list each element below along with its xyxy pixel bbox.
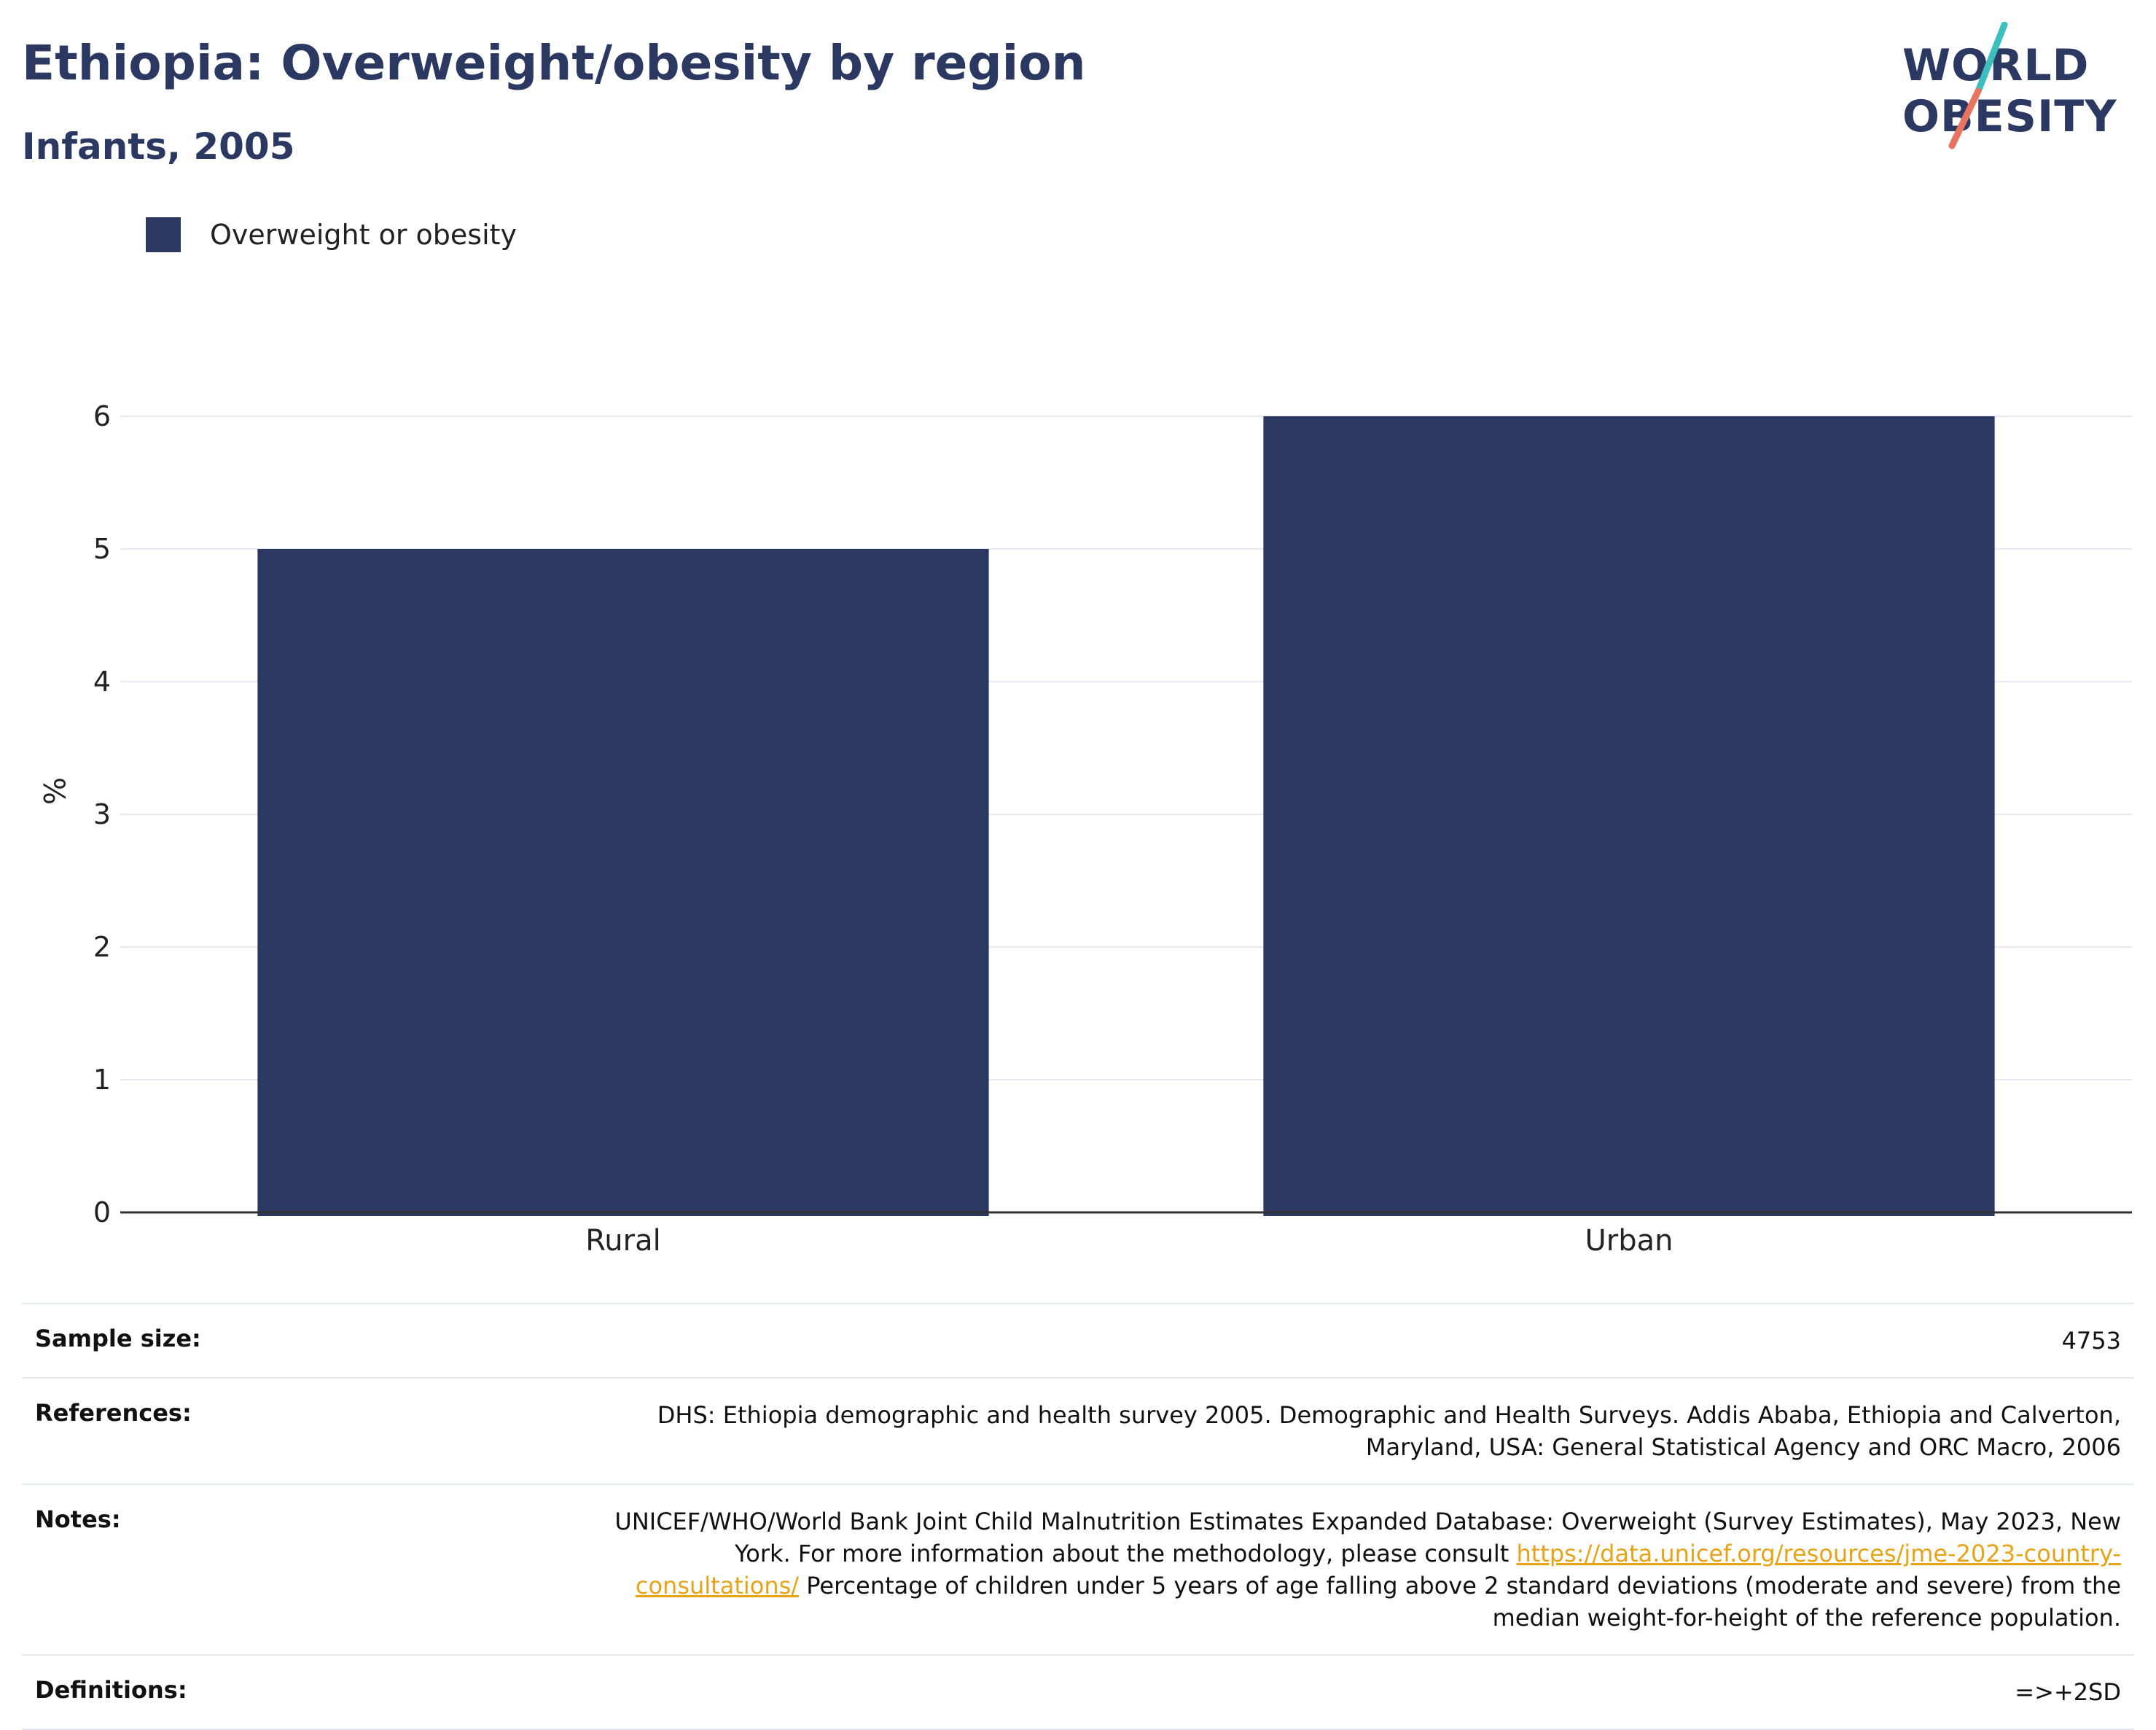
chart-title: Ethiopia: Overweight/obesity by region <box>22 35 1086 91</box>
notes-label: Notes: <box>35 1505 121 1533</box>
y-tick-label-6: 6 <box>93 400 111 432</box>
legend-swatch <box>146 217 181 252</box>
notes-text-1: UNICEF/WHO/World Bank Joint Child Malnut… <box>614 1508 2121 1567</box>
y-axis-label: % <box>36 777 70 805</box>
notes-link[interactable]: https://data.unicef.org/resources/jme-20… <box>635 1540 2121 1600</box>
notes-value: UNICEF/WHO/World Bank Joint Child Malnut… <box>590 1505 2121 1634</box>
y-tick-labels: 0 1 2 3 4 5 6 <box>93 400 111 1228</box>
x-tick-label-rural: Rural <box>585 1224 660 1258</box>
logo-slash-icon <box>1948 22 2008 149</box>
bar-chart: 0 1 2 3 4 5 6 Rural Urban % <box>36 400 2132 1258</box>
metadata-table: Sample size: 4753 References: DHS: Ethio… <box>22 1303 2134 1730</box>
notes-text-2: Percentage of children under 5 years of … <box>799 1572 2121 1632</box>
sample-size-value: 4753 <box>2061 1327 2121 1355</box>
notes-row: Notes: UNICEF/WHO/World Bank Joint Child… <box>22 1484 2134 1654</box>
sample-size-row: Sample size: 4753 <box>22 1303 2134 1377</box>
sample-size-label: Sample size: <box>35 1325 201 1352</box>
logo-word-obesity: OBESITY <box>1902 91 2117 142</box>
references-value: DHS: Ethiopia demographic and health sur… <box>657 1401 2121 1461</box>
y-tick-label-4: 4 <box>93 666 111 698</box>
y-tick-label-5: 5 <box>93 533 111 565</box>
definitions-value: =>+2SD <box>2015 1678 2121 1706</box>
x-tick-labels: Rural Urban <box>585 1224 1673 1258</box>
bar-rural[interactable] <box>257 549 989 1216</box>
bars <box>257 416 1995 1216</box>
references-label: References: <box>35 1399 192 1427</box>
y-tick-label-3: 3 <box>93 798 111 830</box>
y-tick-label-2: 2 <box>93 931 111 963</box>
y-tick-label-1: 1 <box>93 1064 111 1096</box>
definitions-label: Definitions: <box>35 1676 187 1704</box>
y-tick-label-0: 0 <box>93 1196 111 1228</box>
definitions-row: Definitions: =>+2SD <box>22 1654 2134 1730</box>
references-row: References: DHS: Ethiopia demographic an… <box>22 1377 2134 1484</box>
chart-subtitle: Infants, 2005 <box>22 125 295 168</box>
bar-urban[interactable] <box>1263 416 1995 1216</box>
chart-legend[interactable]: Overweight or obesity <box>146 217 517 252</box>
x-tick-label-urban: Urban <box>1585 1224 1673 1258</box>
world-obesity-logo: WORLD OBESITY <box>1902 22 2143 153</box>
legend-label: Overweight or obesity <box>210 219 517 251</box>
